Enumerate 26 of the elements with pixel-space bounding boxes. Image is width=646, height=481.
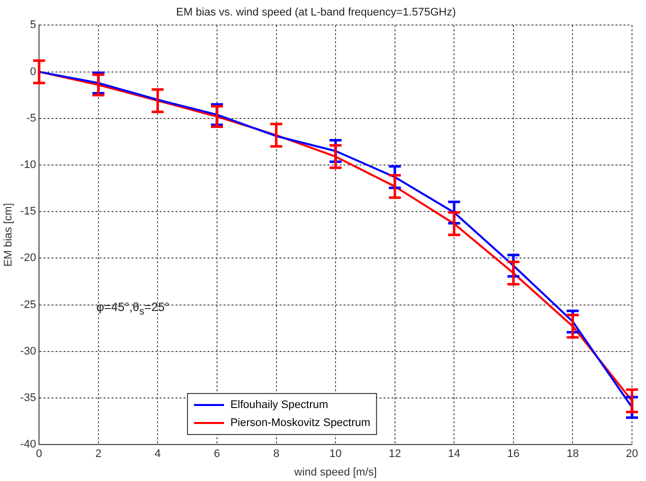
legend-label: Elfouhaily Spectrum <box>230 398 328 411</box>
x-tick-label: 10 <box>329 448 342 460</box>
y-tick-label: -15 <box>20 206 36 218</box>
x-tick-label: 14 <box>448 448 460 460</box>
y-tick-label: -20 <box>20 252 36 264</box>
x-tick-label: 6 <box>214 448 220 460</box>
x-axis-title: wind speed [m/s] <box>293 466 377 478</box>
legend-label: Pierson-Moskovitz Spectrum <box>230 416 370 429</box>
x-tick-label: 4 <box>154 448 161 460</box>
y-tick-label: 5 <box>30 19 36 32</box>
y-tick-label: -10 <box>20 159 36 172</box>
y-tick-label: -30 <box>20 345 36 358</box>
x-tick-label: 2 <box>95 448 102 460</box>
x-tick-label: 16 <box>507 448 520 460</box>
x-tick-label: 8 <box>273 448 280 460</box>
x-tick-label: 20 <box>626 448 638 460</box>
y-tick-label: -5 <box>26 112 36 124</box>
x-tick-label: 12 <box>388 448 401 460</box>
y-axis-title: EM bias [cm] <box>2 203 15 267</box>
x-tick-label: 18 <box>566 448 579 460</box>
annotation: φ=45°,θ$_{s}$=25° <box>96 300 170 318</box>
y-tick-label: -40 <box>20 438 36 451</box>
y-tick-label: -35 <box>20 392 36 404</box>
y-tick-label: -25 <box>20 298 36 311</box>
chart-title: EM bias vs. wind speed (at L-band frequency=1.575GHz) <box>176 6 456 19</box>
y-tick-label: 0 <box>30 66 36 78</box>
